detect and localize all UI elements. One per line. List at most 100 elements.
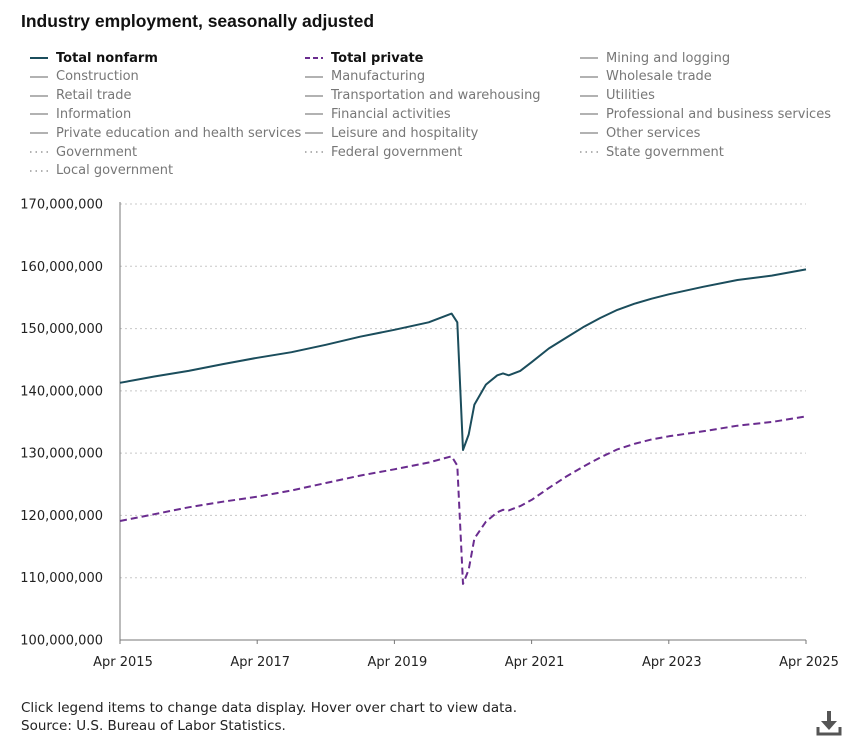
data-point[interactable]	[563, 335, 569, 341]
data-point[interactable]	[563, 474, 569, 480]
data-point[interactable]	[517, 503, 523, 509]
data-point[interactable]	[506, 507, 512, 513]
data-point[interactable]	[700, 284, 706, 290]
x-tick-label: Apr 2017	[230, 655, 290, 670]
data-point[interactable]	[769, 419, 775, 425]
data-point[interactable]	[449, 453, 455, 459]
legend-swatch	[580, 94, 598, 97]
legend-item[interactable]: Utilities	[580, 87, 655, 105]
data-point[interactable]	[803, 413, 809, 419]
legend-swatch	[580, 132, 598, 134]
legend-item[interactable]: Information	[30, 105, 131, 123]
data-point[interactable]	[466, 431, 472, 437]
legend-item[interactable]: Transportation and warehousing	[305, 87, 541, 105]
data-point[interactable]	[580, 324, 586, 330]
data-point[interactable]	[460, 447, 466, 453]
data-point[interactable]	[506, 372, 512, 378]
data-point[interactable]	[254, 494, 260, 500]
data-point[interactable]	[426, 319, 432, 325]
data-point[interactable]	[220, 361, 226, 367]
legend-item[interactable]: Construction	[30, 68, 139, 86]
legend-item[interactable]: Leisure and hospitality	[305, 124, 478, 142]
data-point[interactable]	[517, 368, 523, 374]
legend-item[interactable]: State government	[580, 143, 724, 161]
data-point[interactable]	[483, 382, 489, 388]
data-point[interactable]	[454, 319, 460, 325]
data-point[interactable]	[529, 497, 535, 503]
chart-title: Industry employment, seasonally adjusted	[21, 11, 375, 31]
download-icon[interactable]	[816, 709, 842, 737]
data-point[interactable]	[391, 327, 397, 333]
data-point[interactable]	[186, 504, 192, 510]
data-point[interactable]	[186, 368, 192, 374]
data-point[interactable]	[323, 480, 329, 486]
data-point[interactable]	[471, 535, 477, 541]
data-point[interactable]	[151, 374, 157, 380]
legend-label: Total nonfarm	[56, 50, 158, 66]
legend-item[interactable]: Total private	[305, 49, 424, 67]
data-point[interactable]	[649, 296, 655, 302]
data-point[interactable]	[769, 273, 775, 279]
data-point[interactable]	[614, 307, 620, 313]
data-point[interactable]	[700, 428, 706, 434]
legend-swatch	[580, 57, 598, 59]
legend-item[interactable]: Mining and logging	[580, 49, 730, 67]
legend-item[interactable]: Financial activities	[305, 105, 451, 123]
data-point[interactable]	[357, 334, 363, 340]
legend-item[interactable]: Retail trade	[30, 87, 132, 105]
legend-swatch	[305, 113, 323, 116]
data-point[interactable]	[597, 455, 603, 461]
legend-item[interactable]: Federal government	[305, 143, 462, 161]
data-point[interactable]	[357, 473, 363, 479]
data-point[interactable]	[734, 423, 740, 429]
data-point[interactable]	[546, 346, 552, 352]
data-point[interactable]	[323, 342, 329, 348]
data-point[interactable]	[117, 380, 123, 386]
data-point[interactable]	[666, 433, 672, 439]
data-point[interactable]	[471, 402, 477, 408]
data-point[interactable]	[614, 446, 620, 452]
data-point[interactable]	[500, 370, 506, 376]
legend-item[interactable]: Professional and business services	[580, 105, 831, 123]
data-point[interactable]	[289, 349, 295, 355]
data-point[interactable]	[466, 567, 472, 573]
chart-area[interactable]: 100,000,000 110,000,000 120,000,000 130,000…	[0, 190, 856, 680]
data-point[interactable]	[803, 266, 809, 272]
data-point[interactable]	[391, 466, 397, 472]
legend-label: Transportation and warehousing	[331, 88, 541, 104]
data-point[interactable]	[649, 436, 655, 442]
line-chart[interactable]: 100,000,000 110,000,000 120,000,000 130,000…	[0, 190, 856, 680]
data-point[interactable]	[151, 511, 157, 517]
data-point[interactable]	[460, 581, 466, 587]
data-point[interactable]	[449, 311, 455, 317]
data-point[interactable]	[220, 499, 226, 505]
legend-item[interactable]: Government	[30, 143, 137, 161]
data-point[interactable]	[546, 485, 552, 491]
data-point[interactable]	[632, 301, 638, 307]
data-point[interactable]	[454, 463, 460, 469]
legend-item[interactable]: Other services	[580, 124, 700, 142]
data-point[interactable]	[117, 518, 123, 524]
legend-item[interactable]: Total nonfarm	[30, 49, 158, 67]
data-point[interactable]	[254, 355, 260, 361]
data-point[interactable]	[632, 441, 638, 447]
legend-item[interactable]: Manufacturing	[305, 68, 425, 86]
data-point[interactable]	[426, 459, 432, 465]
data-point[interactable]	[483, 519, 489, 525]
data-point[interactable]	[734, 277, 740, 283]
footnote: Click legend items to change data displa…	[21, 699, 517, 735]
series-line-total-nonfarm[interactable]	[119, 268, 807, 451]
data-point[interactable]	[597, 315, 603, 321]
legend-item[interactable]: Wholesale trade	[580, 68, 712, 86]
series-line-total-private[interactable]	[119, 415, 807, 585]
data-point[interactable]	[494, 509, 500, 515]
data-point[interactable]	[580, 464, 586, 470]
legend-item[interactable]: Local government	[30, 162, 173, 180]
legend-item[interactable]: Private education and health services	[30, 124, 301, 142]
data-point[interactable]	[494, 372, 500, 378]
data-point[interactable]	[666, 291, 672, 297]
data-point[interactable]	[289, 488, 295, 494]
data-point[interactable]	[500, 507, 506, 513]
y-tick-label: 110,000,000	[20, 571, 103, 586]
data-point[interactable]	[529, 359, 535, 365]
